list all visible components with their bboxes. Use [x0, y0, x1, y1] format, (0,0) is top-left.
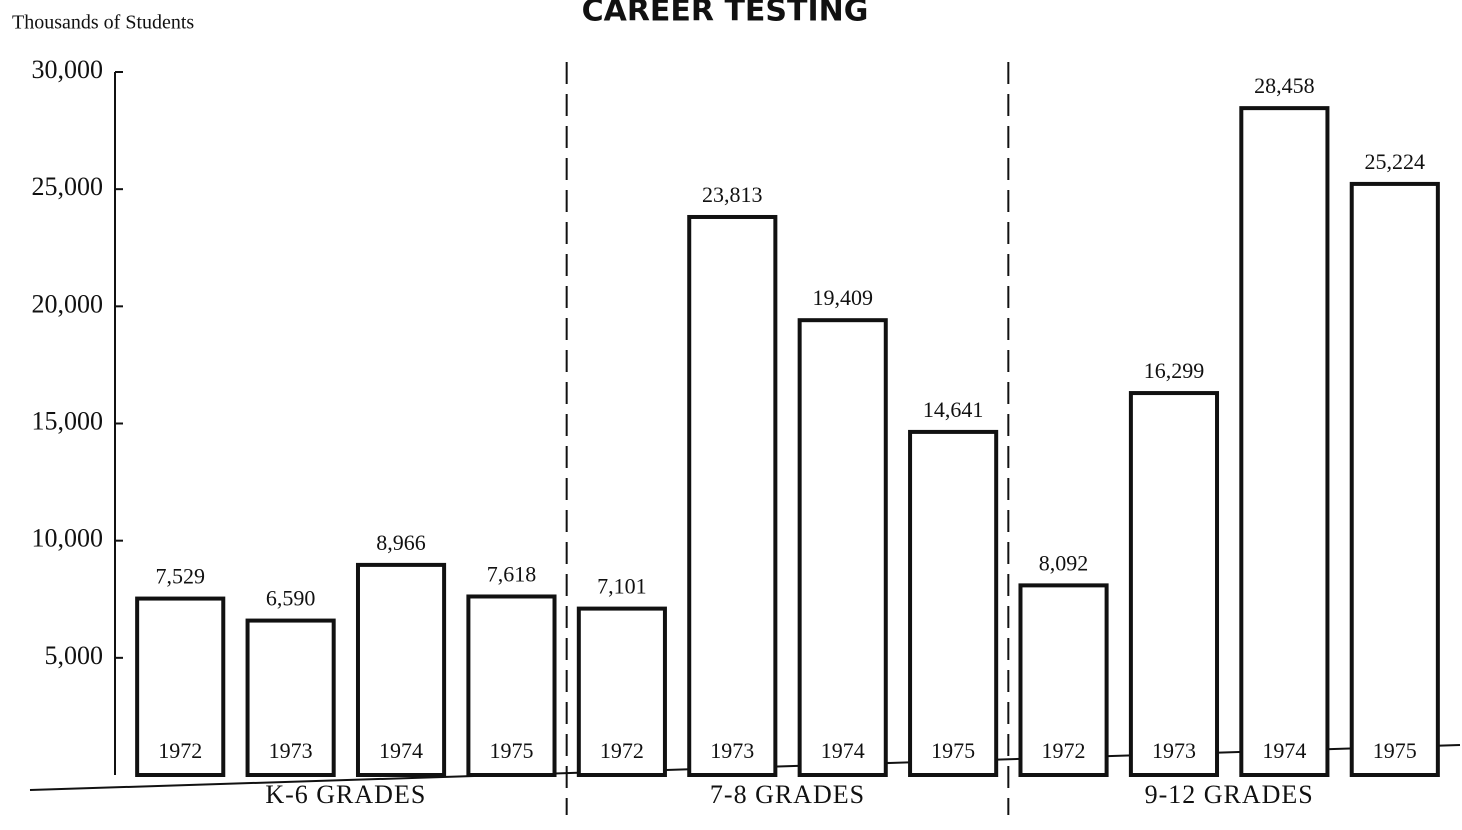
bar: [1018, 583, 1109, 777]
bar: [1239, 106, 1330, 777]
value-label: 7,618: [487, 562, 537, 587]
x-tick-label: 1974: [821, 738, 865, 763]
value-label: 6,590: [266, 586, 316, 611]
bar: [355, 562, 447, 777]
y-tick-label: 5,000: [45, 641, 104, 670]
value-label: 28,458: [1254, 73, 1315, 98]
value-label: 7,529: [155, 564, 205, 589]
value-label: 16,299: [1144, 358, 1205, 383]
value-label: 19,409: [812, 285, 873, 310]
x-tick-label: 1974: [379, 738, 423, 763]
y-tick-label: 25,000: [32, 172, 104, 201]
x-tick-label: 1972: [1042, 738, 1086, 763]
group-label: 7-8 GRADES: [710, 780, 865, 809]
value-label: 8,092: [1039, 550, 1089, 575]
x-tick-label: 1973: [710, 738, 754, 763]
bar: [1128, 391, 1220, 777]
x-tick-label: 1975: [489, 738, 533, 763]
x-tick-label: 1974: [1262, 738, 1306, 763]
bar: [687, 214, 778, 777]
y-tick-label: 10,000: [32, 524, 104, 553]
y-tick-label: 30,000: [32, 55, 104, 84]
x-tick-label: 1972: [600, 738, 644, 763]
chart-title: CAREER TESTING: [582, 0, 869, 29]
bar: [908, 429, 999, 777]
x-tick-label: 1973: [269, 738, 313, 763]
x-tick-label: 1975: [931, 738, 975, 763]
group-label: 9-12 GRADES: [1145, 780, 1314, 809]
y-tick-label: 15,000: [32, 406, 104, 435]
value-label: 25,224: [1365, 149, 1426, 174]
x-tick-label: 1972: [158, 738, 202, 763]
y-tick-label: 20,000: [32, 289, 104, 318]
value-label: 23,813: [702, 182, 763, 207]
y-axis-label: Thousands of Students: [12, 12, 194, 34]
value-label: 7,101: [597, 574, 647, 599]
bar: [135, 596, 226, 777]
bar: [245, 618, 336, 777]
bar: [797, 318, 888, 777]
bar: [1349, 181, 1440, 777]
bar: [466, 594, 557, 777]
group-label: K-6 GRADES: [265, 780, 426, 809]
bar: [576, 606, 667, 778]
x-tick-label: 1975: [1373, 738, 1417, 763]
value-label: 8,966: [376, 530, 426, 555]
value-label: 14,641: [923, 397, 984, 422]
x-tick-label: 1973: [1152, 738, 1196, 763]
